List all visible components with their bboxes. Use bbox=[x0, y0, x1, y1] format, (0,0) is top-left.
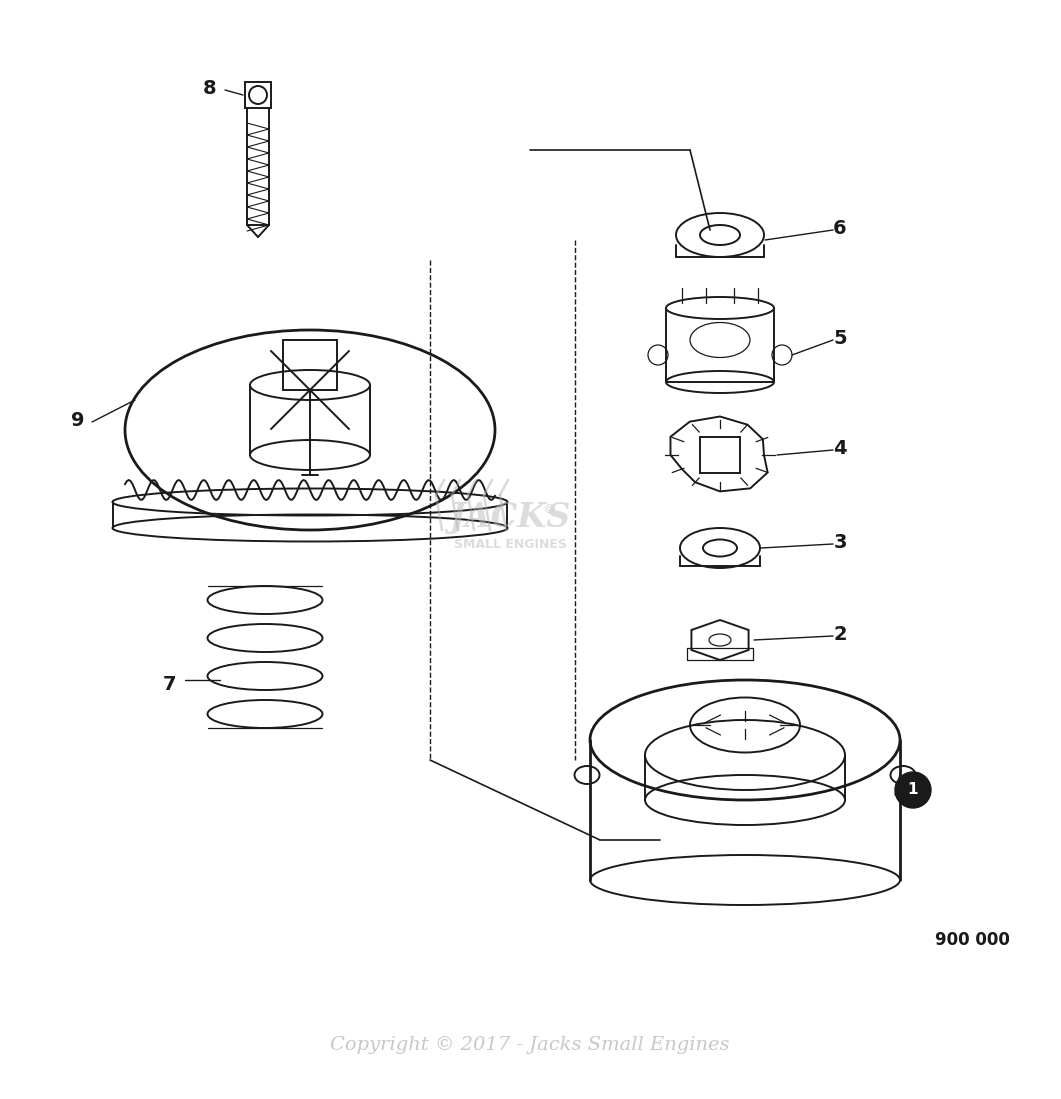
Circle shape bbox=[895, 771, 930, 808]
Text: ©: © bbox=[542, 503, 554, 517]
Text: 4: 4 bbox=[833, 439, 847, 457]
Text: SMALL ENGINES: SMALL ENGINES bbox=[453, 539, 567, 552]
Text: 9: 9 bbox=[71, 411, 85, 430]
Text: 3: 3 bbox=[833, 533, 847, 552]
Text: 5: 5 bbox=[833, 329, 847, 347]
Text: 1: 1 bbox=[908, 782, 918, 798]
Text: Copyright © 2017 - Jacks Small Engines: Copyright © 2017 - Jacks Small Engines bbox=[330, 1036, 730, 1054]
Text: 6: 6 bbox=[833, 219, 847, 237]
Text: 8: 8 bbox=[204, 78, 216, 98]
Text: 7: 7 bbox=[163, 676, 177, 695]
Text: JACKS: JACKS bbox=[449, 501, 571, 534]
Text: 900 000: 900 000 bbox=[935, 931, 1010, 950]
Text: 2: 2 bbox=[833, 624, 847, 644]
